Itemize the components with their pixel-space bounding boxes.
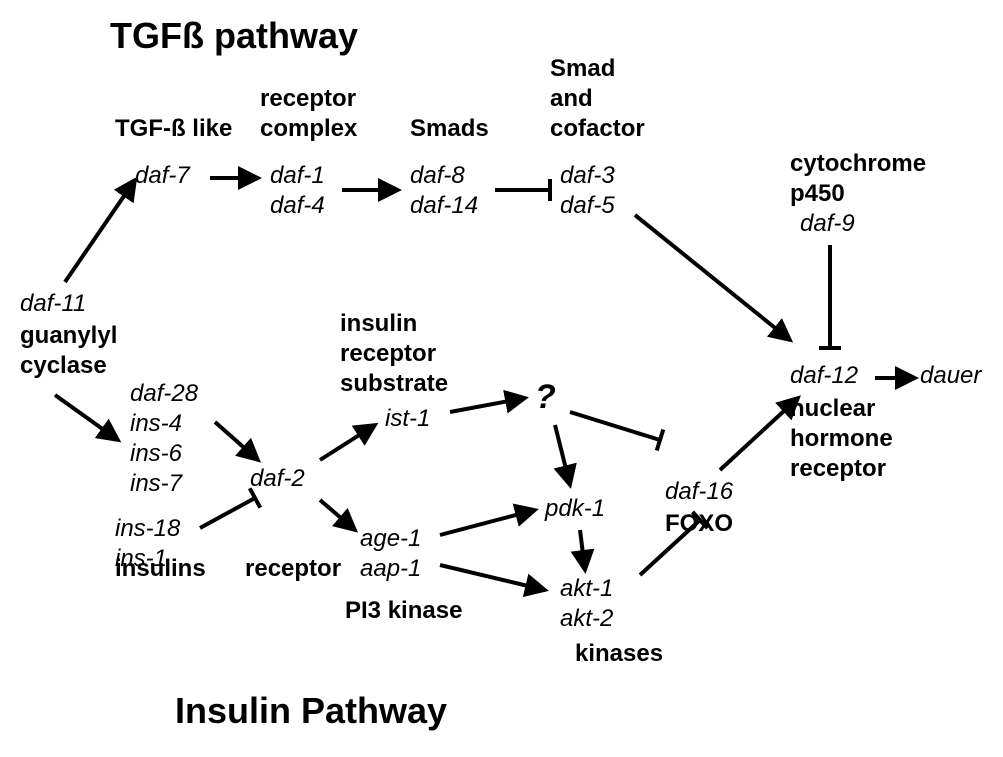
cat-guanylyl-2: cyclase — [20, 352, 107, 380]
cat-smad-cofactor-1: Smad — [550, 55, 615, 83]
question-mark: ? — [535, 378, 556, 417]
gene-daf14: daf-14 — [410, 192, 478, 220]
cat-irs-2: receptor — [340, 340, 436, 368]
gene-daf12: daf-12 — [790, 362, 858, 390]
cat-nhr-2: hormone — [790, 425, 893, 453]
gene-daf8: daf-8 — [410, 162, 465, 190]
cat-receptor-complex-2: complex — [260, 115, 357, 143]
gene-akt1: akt-1 — [560, 575, 613, 603]
gene-daf11: daf-11 — [20, 290, 86, 318]
gene-dauer: dauer — [920, 362, 981, 390]
gene-daf5: daf-5 — [560, 192, 615, 220]
title-insulin: Insulin Pathway — [175, 690, 447, 732]
gene-ins18: ins-18 — [115, 515, 180, 543]
gene-pdk1: pdk-1 — [545, 495, 605, 523]
cat-smad-cofactor-3: cofactor — [550, 115, 645, 143]
gene-daf1: daf-1 — [270, 162, 325, 190]
cat-cytochrome-1: cytochrome — [790, 150, 926, 178]
cat-irs-3: substrate — [340, 370, 448, 398]
cat-kinases: kinases — [575, 640, 663, 668]
cat-irs-1: insulin — [340, 310, 417, 338]
gene-ins1: ins-1 — [115, 545, 167, 573]
cat-receptor-complex-1: receptor — [260, 85, 356, 113]
gene-daf9: daf-9 — [800, 210, 855, 238]
cat-receptor: receptor — [245, 555, 341, 583]
cat-foxo: FOXO — [665, 510, 733, 538]
gene-daf16: daf-16 — [665, 478, 733, 506]
gene-daf28: daf-28 — [130, 380, 198, 408]
gene-daf7: daf-7 — [135, 162, 190, 190]
gene-daf3: daf-3 — [560, 162, 615, 190]
cat-guanylyl-1: guanylyl — [20, 322, 117, 350]
gene-ist1: ist-1 — [385, 405, 430, 433]
cat-cytochrome-2: p450 — [790, 180, 845, 208]
gene-aap1: aap-1 — [360, 555, 421, 583]
cat-smad-cofactor-2: and — [550, 85, 593, 113]
gene-akt2: akt-2 — [560, 605, 613, 633]
gene-daf4: daf-4 — [270, 192, 325, 220]
title-tgfb: TGFß pathway — [110, 15, 358, 57]
gene-ins6: ins-6 — [130, 440, 182, 468]
gene-ins4: ins-4 — [130, 410, 182, 438]
cat-nhr-3: receptor — [790, 455, 886, 483]
gene-ins7: ins-7 — [130, 470, 182, 498]
gene-daf2: daf-2 — [250, 465, 305, 493]
cat-tgf-like: TGF-ß like — [115, 115, 232, 143]
cat-nhr-1: nuclear — [790, 395, 875, 423]
cat-pi3kinase: PI3 kinase — [345, 597, 462, 625]
cat-smads: Smads — [410, 115, 489, 143]
gene-age1: age-1 — [360, 525, 421, 553]
